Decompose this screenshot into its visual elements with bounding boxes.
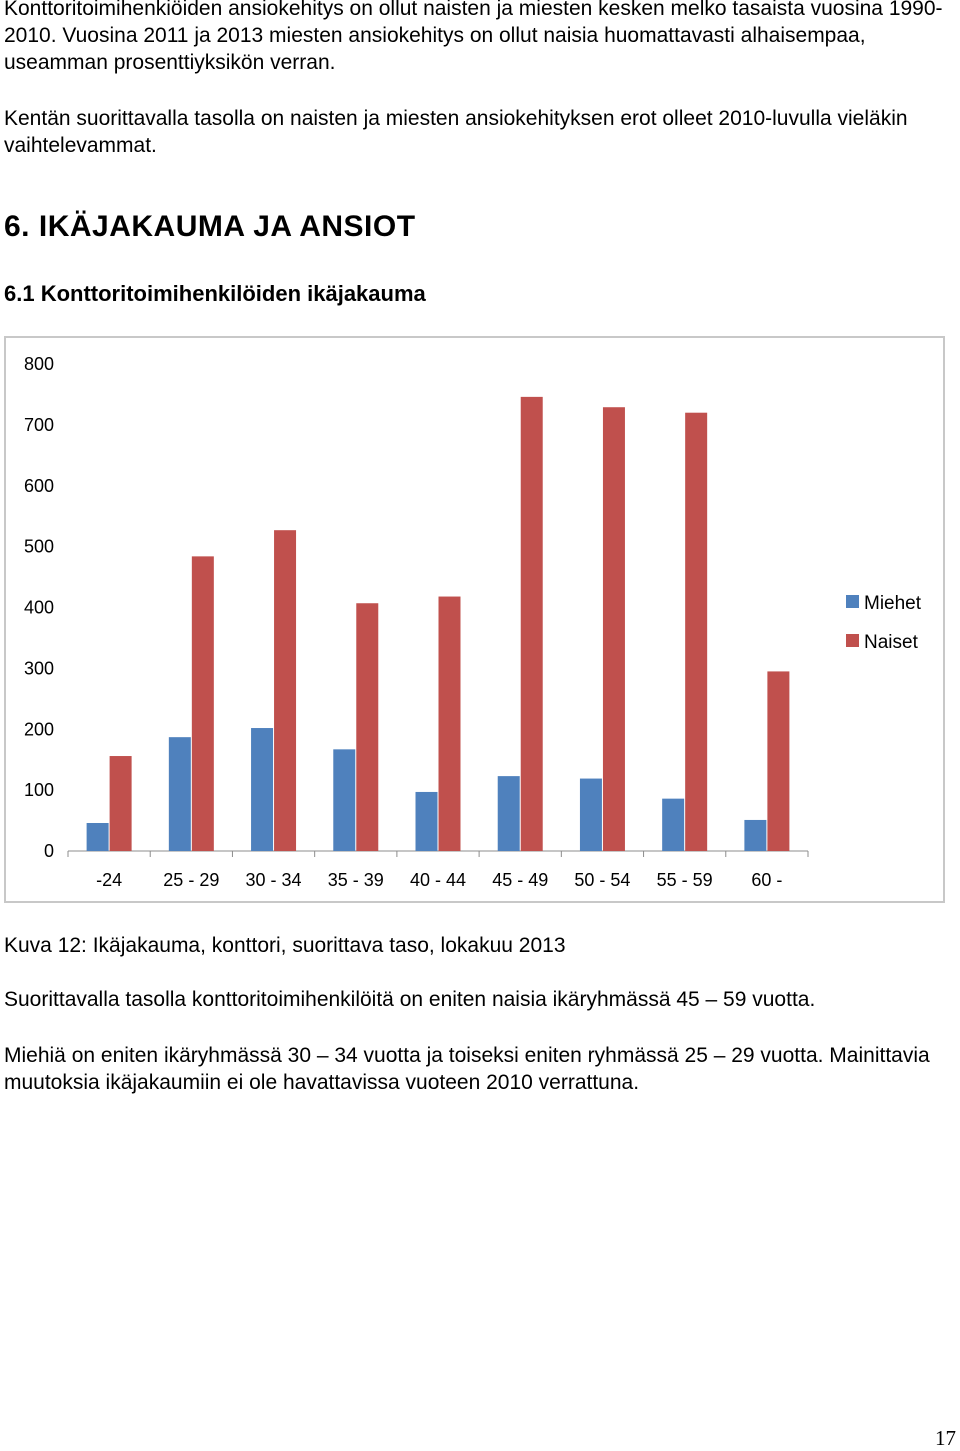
x-tick-label: 30 - 34	[246, 870, 302, 890]
bar-naiset-4	[356, 603, 379, 851]
y-tick-label: 400	[24, 598, 54, 618]
x-tick-label: -24	[96, 870, 122, 890]
page-number: 17	[935, 1426, 956, 1450]
bar-miehet-7	[579, 778, 602, 851]
bar-naiset-8	[685, 412, 708, 851]
y-tick-label: 500	[24, 537, 54, 557]
bar-naiset-2	[191, 556, 214, 851]
legend-label-naiset: Naiset	[864, 632, 919, 653]
x-tick-label: 25 - 29	[163, 870, 219, 890]
legend-swatch-miehet	[846, 595, 859, 608]
chart-canvas: 0 100 200 300 400 500 600 700 800 -24 25 - 29 30 - …	[24, 354, 922, 890]
bar-miehet-1	[86, 822, 109, 851]
subsection-heading: 6.1 Konttoritoimihenkilöiden ikäjakauma	[4, 281, 426, 306]
bar-naiset-1	[109, 756, 132, 851]
bar-naiset-9	[767, 671, 790, 851]
bar-miehet-2	[168, 737, 191, 851]
x-tick-label: 45 - 49	[492, 870, 548, 890]
bar-naiset-7	[602, 407, 625, 851]
y-tick-label: 800	[24, 354, 54, 374]
men-summary-paragraph: Miehiä on eniten ikäryhmässä 30 – 34 vuo…	[4, 1044, 930, 1094]
bar-miehet-5	[415, 791, 438, 851]
section-heading: 6. IKÄJAKAUMA JA ANSIOT	[4, 210, 416, 243]
y-tick-label: 700	[24, 415, 54, 435]
x-tick-label: 35 - 39	[328, 870, 384, 890]
field-level-paragraph: Kentän suorittavalla tasolla on naisten …	[4, 107, 908, 157]
bar-miehet-6	[497, 776, 520, 851]
bar-naiset-5	[438, 596, 461, 851]
x-tick-label: 40 - 44	[410, 870, 466, 890]
legend-label-miehet: Miehet	[864, 593, 922, 614]
x-tick-label: 50 - 54	[574, 870, 630, 890]
y-tick-label: 300	[24, 658, 54, 678]
intro-paragraph: Konttoritoimihenkiöiden ansiokehitys on …	[4, 0, 943, 74]
bar-miehet-9	[744, 819, 767, 851]
y-tick-label: 200	[24, 719, 54, 739]
legend-swatch-naiset	[846, 634, 859, 647]
bar-naiset-3	[274, 530, 297, 851]
x-tick-label: 60 -	[751, 870, 782, 890]
y-tick-label: 0	[44, 841, 54, 861]
x-tick-label: 55 - 59	[657, 870, 713, 890]
y-tick-label: 100	[24, 780, 54, 800]
women-summary-paragraph: Suorittavalla tasolla konttoritoimihenki…	[4, 988, 816, 1011]
bar-naiset-6	[520, 396, 543, 851]
y-tick-label: 600	[24, 476, 54, 496]
bar-miehet-3	[251, 728, 274, 851]
age-distribution-chart: 0 100 200 300 400 500 600 700 800 -24 25 - 29 30 - …	[4, 336, 945, 903]
bar-miehet-4	[333, 749, 356, 851]
figure-caption: Kuva 12: Ikäjakauma, konttori, suorittav…	[4, 934, 566, 957]
bar-miehet-8	[662, 798, 685, 851]
